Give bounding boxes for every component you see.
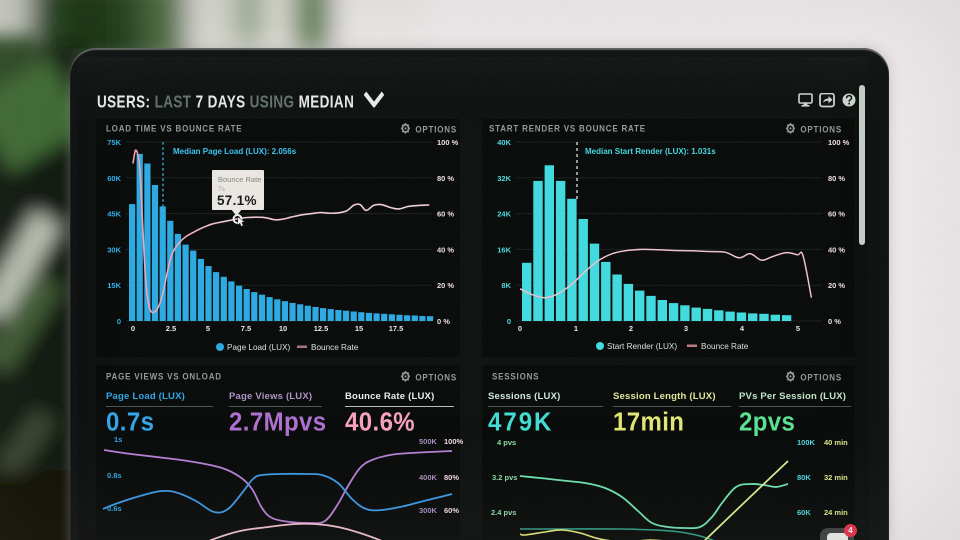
svg-text:16K: 16K: [497, 245, 511, 254]
svg-text:0 %: 0 %: [437, 317, 450, 326]
svg-text:Bounce Rate: Bounce Rate: [218, 175, 261, 184]
svg-text:32K: 32K: [497, 174, 511, 183]
svg-text:0: 0: [117, 317, 121, 326]
svg-text:15: 15: [355, 324, 363, 333]
svg-text:100 %: 100 %: [828, 138, 850, 147]
svg-text:40 %: 40 %: [437, 245, 454, 254]
svg-text:60K: 60K: [107, 174, 121, 183]
svg-text:Start Render (LUX): Start Render (LUX): [607, 342, 677, 351]
svg-text:30K: 30K: [107, 245, 121, 254]
svg-text:Median Start Render (LUX): 1.0: Median Start Render (LUX): 1.031s: [585, 147, 716, 156]
svg-text:24K: 24K: [497, 210, 511, 219]
svg-text:Median Page Load (LUX): 2.056s: Median Page Load (LUX): 2.056s: [173, 147, 297, 156]
svg-text:Bounce Rate: Bounce Rate: [311, 343, 359, 352]
svg-text:10: 10: [279, 324, 287, 333]
svg-text:17.5: 17.5: [389, 324, 404, 333]
svg-text:2.5: 2.5: [166, 324, 176, 333]
svg-text:80 %: 80 %: [437, 174, 454, 183]
svg-text:20 %: 20 %: [828, 281, 845, 290]
svg-text:15K: 15K: [107, 281, 121, 290]
svg-text:40 %: 40 %: [828, 245, 845, 254]
svg-text:4: 4: [740, 324, 745, 333]
svg-text:60 %: 60 %: [437, 210, 454, 219]
svg-text:60 %: 60 %: [828, 210, 845, 219]
svg-text:100 %: 100 %: [437, 138, 459, 147]
svg-text:0: 0: [518, 324, 522, 333]
svg-text:5: 5: [206, 324, 210, 333]
svg-text:57.1%: 57.1%: [217, 193, 257, 208]
svg-text:7s: 7s: [218, 186, 226, 193]
svg-text:2: 2: [629, 324, 633, 333]
svg-text:8K: 8K: [501, 281, 511, 290]
svg-text:1: 1: [574, 324, 578, 333]
svg-text:80 %: 80 %: [828, 174, 845, 183]
svg-text:0: 0: [131, 324, 135, 333]
svg-text:Bounce Rate: Bounce Rate: [701, 342, 749, 351]
svg-text:45K: 45K: [107, 210, 121, 219]
svg-text:7.5: 7.5: [241, 324, 251, 333]
svg-text:0: 0: [507, 317, 511, 326]
svg-text:12.5: 12.5: [314, 324, 329, 333]
svg-text:40K: 40K: [497, 138, 511, 147]
svg-text:Page Load (LUX): Page Load (LUX): [227, 343, 291, 352]
svg-text:3: 3: [684, 324, 688, 333]
svg-text:0 %: 0 %: [828, 317, 841, 326]
svg-text:75K: 75K: [107, 138, 121, 147]
svg-text:20 %: 20 %: [437, 281, 454, 290]
svg-text:5: 5: [796, 324, 800, 333]
